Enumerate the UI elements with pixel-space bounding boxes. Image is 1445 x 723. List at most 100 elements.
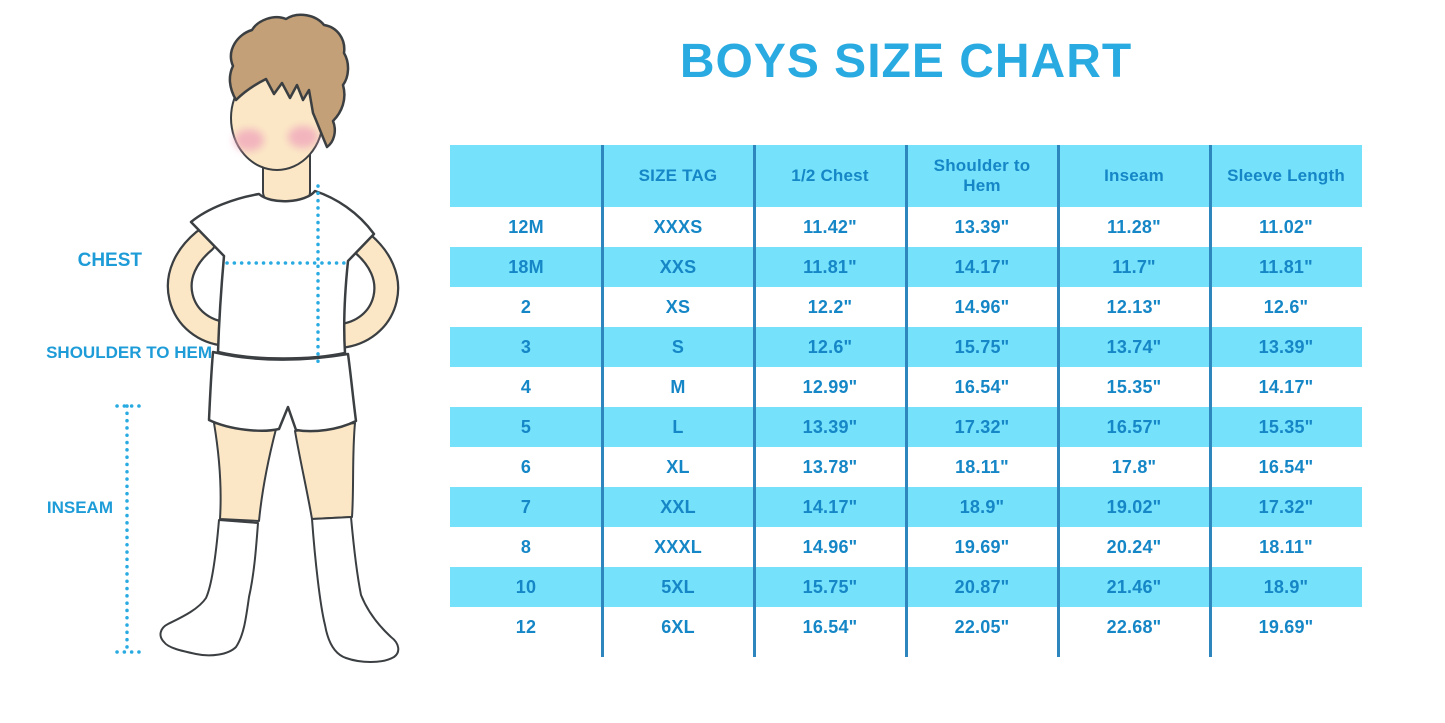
boy-sock-right [311, 516, 400, 663]
label-inseam: INSEAM [46, 498, 113, 517]
column-divider [904, 145, 908, 657]
row-size-label: 10 [450, 567, 602, 607]
size-row: 12 6XL 16.54" 22.05" 22.68" 19.69" [450, 607, 1362, 647]
size-cell: XL [602, 447, 754, 487]
size-cell: 22.05" [906, 607, 1058, 647]
size-cell: 14.17" [1210, 367, 1362, 407]
size-cell: 13.78" [754, 447, 906, 487]
size-cell: 12.13" [1058, 287, 1210, 327]
size-cell: 19.02" [1058, 487, 1210, 527]
boy-arm-right [327, 230, 400, 349]
boy-tshirt [189, 189, 376, 360]
size-cell: 17.32" [1210, 487, 1362, 527]
size-cell: 11.02" [1210, 207, 1362, 247]
size-row: 5 L 13.39" 17.32" 16.57" 15.35" [450, 407, 1362, 447]
size-cell: 20.24" [1058, 527, 1210, 567]
row-size-label: 18M [450, 247, 602, 287]
size-cell: 12.99" [754, 367, 906, 407]
column-divider [1056, 145, 1060, 657]
label-shoulder-to-hem: SHOULDER TO HEM [46, 343, 212, 362]
size-row: 4 M 12.99" 16.54" 15.35" 14.17" [450, 367, 1362, 407]
size-cell: 18.9" [1210, 567, 1362, 607]
row-size-label: 3 [450, 327, 602, 367]
column-divider [752, 145, 756, 657]
size-cell: 15.35" [1058, 367, 1210, 407]
column-divider [600, 145, 604, 657]
boy-hair [228, 13, 350, 149]
page-title: BOYS SIZE CHART [679, 35, 1133, 88]
size-cell: 19.69" [906, 527, 1058, 567]
boy-illustration [115, 13, 400, 663]
column-header: Shoulder to Hem [906, 145, 1058, 207]
column-header: 1/2 Chest [754, 145, 906, 207]
label-chest: CHEST [77, 250, 142, 271]
size-cell: 18.11" [1210, 527, 1362, 567]
row-size-label: 12M [450, 207, 602, 247]
size-row: 12M XXXS 11.42" 13.39" 11.28" 11.02" [450, 207, 1362, 247]
size-cell: 17.32" [906, 407, 1058, 447]
size-cell: XXL [602, 487, 754, 527]
size-cell: 13.39" [1210, 327, 1362, 367]
column-header: Inseam [1058, 145, 1210, 207]
boy-cheek-right [288, 126, 318, 148]
size-cell: 11.42" [754, 207, 906, 247]
size-cell: 19.69" [1210, 607, 1362, 647]
size-cell: 20.87" [906, 567, 1058, 607]
row-size-label: 2 [450, 287, 602, 327]
size-cell: 5XL [602, 567, 754, 607]
size-cell: S [602, 327, 754, 367]
size-table-header: SIZE TAG 1/2 Chest Shoulder to Hem Inseam Sl… [450, 145, 1362, 207]
size-row: 10 5XL 15.75" 20.87" 21.46" 18.9" [450, 567, 1362, 607]
size-cell: 15.35" [1210, 407, 1362, 447]
size-row: 8 XXXL 14.96" 19.69" 20.24" 18.11" [450, 527, 1362, 567]
size-cell: 11.7" [1058, 247, 1210, 287]
row-size-label: 4 [450, 367, 602, 407]
size-cell: L [602, 407, 754, 447]
size-cell: 14.17" [906, 247, 1058, 287]
size-cell: 22.68" [1058, 607, 1210, 647]
size-row: 3 S 12.6" 15.75" 13.74" 13.39" [450, 327, 1362, 367]
size-row: 18M XXS 11.81" 14.17" 11.7" 11.81" [450, 247, 1362, 287]
size-cell: 13.39" [754, 407, 906, 447]
size-cell: 16.54" [754, 607, 906, 647]
size-cell: 12.2" [754, 287, 906, 327]
size-cell: XXS [602, 247, 754, 287]
size-cell: 16.57" [1058, 407, 1210, 447]
size-table-area: SIZE TAG 1/2 Chest Shoulder to Hem Inseam Sl… [450, 145, 1362, 657]
size-row: 2 XS 12.2" 14.96" 12.13" 12.6" [450, 287, 1362, 327]
size-cell: 12.6" [1210, 287, 1362, 327]
size-cell: 11.81" [754, 247, 906, 287]
row-size-label: 5 [450, 407, 602, 447]
size-cell: 16.54" [906, 367, 1058, 407]
row-size-label: 12 [450, 607, 602, 647]
size-table: SIZE TAG 1/2 Chest Shoulder to Hem Inseam Sl… [450, 145, 1362, 647]
row-size-label: 7 [450, 487, 602, 527]
size-cell: 12.6" [754, 327, 906, 367]
size-cell: 15.75" [754, 567, 906, 607]
column-header: Sleeve Length [1210, 145, 1362, 207]
size-cell: 6XL [602, 607, 754, 647]
inseam-measure-line [115, 404, 142, 654]
column-header [450, 145, 602, 207]
boy-shorts [207, 350, 358, 433]
size-cell: 14.96" [906, 287, 1058, 327]
boy-leg-right [294, 422, 356, 520]
row-size-label: 8 [450, 527, 602, 567]
size-cell: 13.74" [1058, 327, 1210, 367]
size-table-body: 12M XXXS 11.42" 13.39" 11.28" 11.02" 18M XXS 11.… [450, 207, 1362, 647]
size-cell: 18.9" [906, 487, 1058, 527]
size-cell: 14.96" [754, 527, 906, 567]
size-cell: 11.28" [1058, 207, 1210, 247]
size-cell: 16.54" [1210, 447, 1362, 487]
size-cell: XXXS [602, 207, 754, 247]
size-row: 6 XL 13.78" 18.11" 17.8" 16.54" [450, 447, 1362, 487]
size-cell: 21.46" [1058, 567, 1210, 607]
row-size-label: 6 [450, 447, 602, 487]
size-row: 7 XXL 14.17" 18.9" 19.02" 17.32" [450, 487, 1362, 527]
size-cell: 17.8" [1058, 447, 1210, 487]
size-cell: 11.81" [1210, 247, 1362, 287]
size-cell: XXXL [602, 527, 754, 567]
size-cell: 15.75" [906, 327, 1058, 367]
column-header: SIZE TAG [602, 145, 754, 207]
